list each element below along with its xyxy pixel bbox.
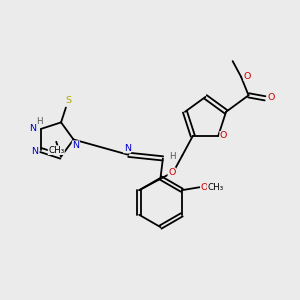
- Text: N: N: [29, 124, 36, 133]
- Text: N: N: [72, 141, 80, 150]
- Text: N: N: [31, 147, 38, 156]
- Text: O: O: [220, 131, 227, 140]
- Text: O: O: [201, 183, 208, 192]
- Text: O: O: [244, 72, 251, 81]
- Text: H: H: [169, 152, 176, 161]
- Text: O: O: [267, 93, 275, 102]
- Text: H: H: [36, 117, 43, 126]
- Text: CH₃: CH₃: [207, 183, 224, 192]
- Text: N: N: [124, 144, 131, 153]
- Text: S: S: [65, 96, 71, 105]
- Text: CH₃: CH₃: [48, 146, 64, 155]
- Text: O: O: [168, 168, 176, 177]
